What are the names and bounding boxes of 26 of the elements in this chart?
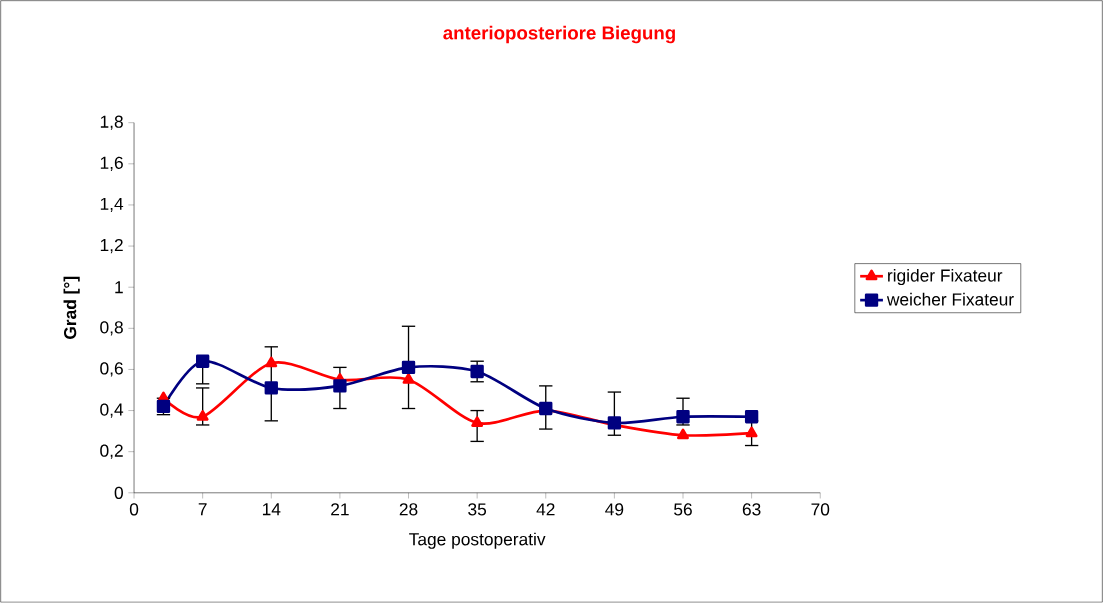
y-tick-label: 1,8: [100, 115, 123, 130]
x-tick-label: 63: [742, 503, 761, 516]
y-tick-label: 1,6: [100, 156, 123, 172]
y-tick-label: 0,4: [100, 403, 124, 418]
x-tick-label: 7: [198, 503, 207, 516]
chart-title: anterioposteriore Biegung: [443, 25, 675, 44]
x-tick-label: 14: [262, 503, 281, 516]
y-tick-label: 0: [114, 486, 123, 500]
y-axis-title: Grad [°]: [63, 276, 80, 340]
x-tick-label: 56: [674, 503, 692, 516]
x-tick-label: 42: [536, 503, 555, 516]
y-tick-label: 0,8: [100, 321, 123, 336]
x-tick-label: 28: [399, 503, 418, 516]
x-tick-label: 49: [605, 503, 624, 516]
x-axis-title: Tage postoperativ: [409, 532, 546, 549]
x-tick-label: 70: [811, 503, 830, 516]
y-tick-label: 0,6: [100, 362, 123, 377]
legend-label: weicher Fixateur: [886, 292, 1014, 306]
y-tick-label: 1,4: [100, 197, 124, 213]
y-tick-label: 1,2: [100, 238, 123, 254]
x-tick-label: 35: [468, 503, 487, 516]
y-tick-label: 0,2: [100, 444, 123, 459]
y-tick-label: 1: [115, 281, 123, 294]
legend-label: rigider Fixateur: [888, 269, 1003, 286]
x-tick-label: 0: [129, 503, 139, 516]
x-tick-label: 21: [331, 503, 349, 516]
